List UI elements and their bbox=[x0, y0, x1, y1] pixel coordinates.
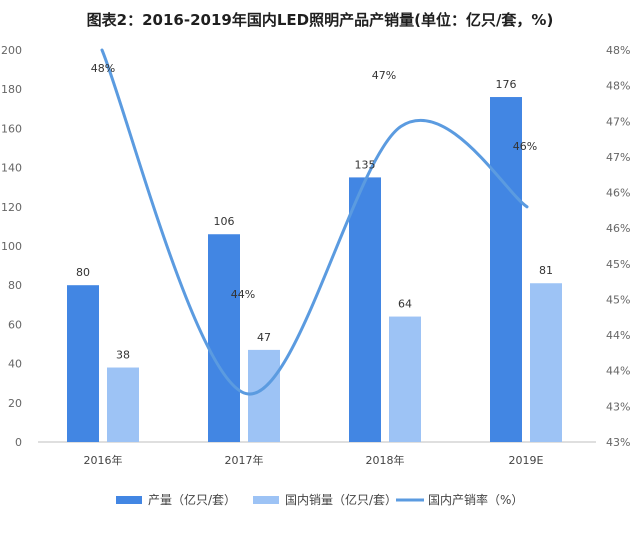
sales-bar bbox=[530, 283, 562, 442]
rate-value-label: 44% bbox=[231, 288, 255, 301]
left-tick-label: 100 bbox=[1, 240, 22, 253]
legend-label: 国内销量（亿只/套） bbox=[285, 492, 397, 507]
legend-label: 产量（亿只/套） bbox=[148, 492, 236, 507]
production-value-label: 80 bbox=[76, 266, 90, 279]
x-tick-label: 2019E bbox=[509, 454, 544, 467]
right-axis-ticks: 43% 43% 44% 44% 45% 45% 46% 46% 47% 47% 48% 48% bbox=[606, 44, 630, 449]
sales-value-label: 81 bbox=[539, 264, 553, 277]
right-tick-label: 45% bbox=[606, 293, 630, 306]
production-value-label: 135 bbox=[355, 158, 376, 171]
production-bar bbox=[208, 234, 240, 442]
right-tick-label: 44% bbox=[606, 329, 630, 342]
legend-swatch bbox=[116, 496, 142, 504]
right-tick-label: 47% bbox=[606, 151, 630, 164]
production-value-label: 106 bbox=[214, 215, 235, 228]
right-tick-label: 48% bbox=[606, 44, 630, 57]
x-tick-label: 2017年 bbox=[225, 453, 264, 467]
right-tick-label: 46% bbox=[606, 187, 630, 200]
legend: 产量（亿只/套） 国内销量（亿只/套） 国内产销率（%） bbox=[116, 492, 523, 507]
left-tick-label: 60 bbox=[8, 318, 22, 331]
rate-value-label: 48% bbox=[91, 62, 115, 75]
right-tick-label: 45% bbox=[606, 258, 630, 271]
left-tick-label: 80 bbox=[8, 279, 22, 292]
left-tick-label: 160 bbox=[1, 122, 22, 135]
left-axis-ticks: 0 20 40 60 80 100 120 140 160 180 200 bbox=[1, 44, 22, 449]
rate-value-label: 46% bbox=[513, 140, 537, 153]
left-tick-label: 140 bbox=[1, 162, 22, 175]
x-tick-label: 2018年 bbox=[366, 453, 405, 467]
left-tick-label: 40 bbox=[8, 358, 22, 371]
production-value-label: 176 bbox=[496, 78, 517, 91]
sales-bar bbox=[389, 316, 421, 442]
rate-value-label: 47% bbox=[372, 69, 396, 82]
production-bar bbox=[349, 177, 381, 442]
left-tick-label: 120 bbox=[1, 201, 22, 214]
sales-value-label: 38 bbox=[116, 349, 130, 362]
right-tick-label: 48% bbox=[606, 80, 630, 93]
data-labels: 80 106 135 176 38 47 64 81 48% 44% 47% 46% bbox=[76, 62, 553, 362]
sales-bar bbox=[107, 367, 139, 442]
right-tick-label: 47% bbox=[606, 115, 630, 128]
left-tick-label: 20 bbox=[8, 397, 22, 410]
x-tick-label: 2016年 bbox=[84, 453, 123, 467]
rate-line bbox=[100, 48, 529, 396]
legend-production: 产量（亿只/套） bbox=[116, 492, 236, 507]
sales-bar bbox=[248, 349, 280, 442]
right-tick-label: 43% bbox=[606, 400, 630, 413]
sales-value-label: 47 bbox=[257, 331, 271, 344]
left-tick-label: 0 bbox=[15, 436, 22, 449]
legend-rate: 国内产销率（%） bbox=[396, 492, 523, 507]
legend-label: 国内产销率（%） bbox=[428, 492, 523, 507]
right-tick-label: 43% bbox=[606, 436, 630, 449]
production-bar bbox=[67, 285, 99, 442]
bars bbox=[67, 97, 562, 442]
legend-swatch bbox=[253, 496, 279, 504]
x-axis-ticks: 2016年 2017年 2018年 2019E bbox=[84, 453, 544, 467]
legend-sales: 国内销量（亿只/套） bbox=[253, 492, 397, 507]
chart-title: 图表2：2016-2019年国内LED照明产品产销量(单位：亿只/套，%) bbox=[87, 11, 554, 29]
left-tick-label: 200 bbox=[1, 44, 22, 57]
right-tick-label: 44% bbox=[606, 365, 630, 378]
left-tick-label: 180 bbox=[1, 83, 22, 96]
right-tick-label: 46% bbox=[606, 222, 630, 235]
production-bar bbox=[490, 97, 522, 442]
rate-line-path bbox=[100, 48, 529, 396]
sales-value-label: 64 bbox=[398, 298, 412, 311]
